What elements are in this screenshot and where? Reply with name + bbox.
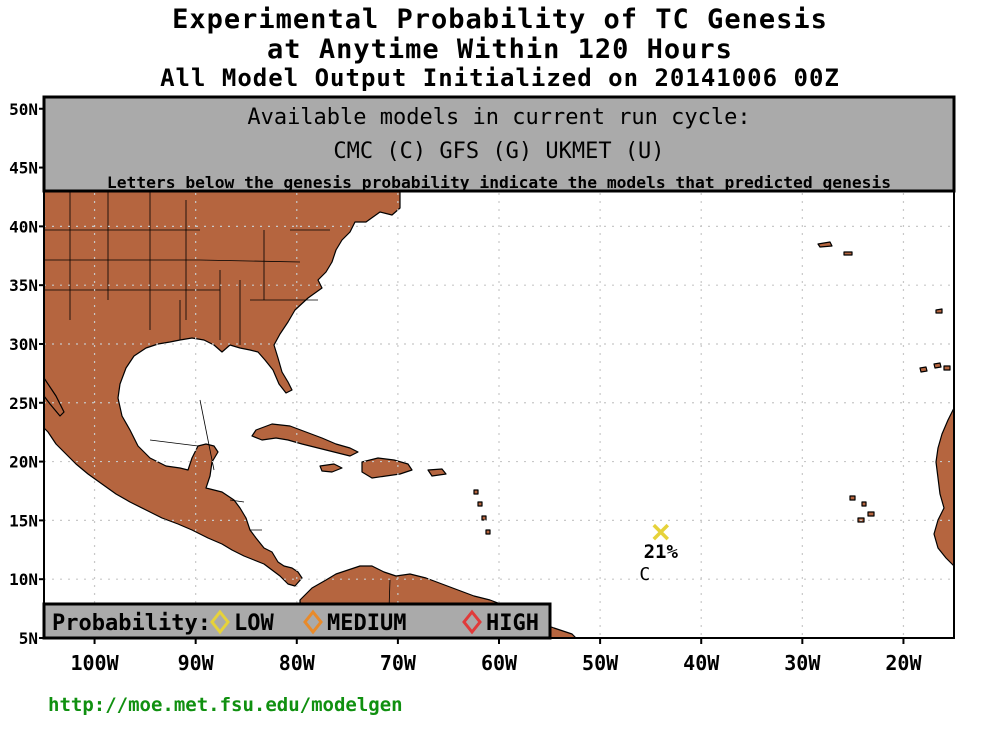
x-tick-label: 50W [582,651,619,675]
jamaica [319,463,343,473]
y-tick-label: 10N [9,570,38,589]
y-tick-label: 20N [9,453,38,472]
y-tick-label: 5N [19,629,38,648]
cuba [251,423,359,457]
probability-legend: Probability: LOW MEDIUM HIGH [42,602,552,640]
x-tick-label: 20W [885,651,922,675]
puerto-rico [427,468,447,477]
y-tick-label: 45N [9,159,38,178]
y-tick-label: 40N [9,217,38,236]
canary-islands [919,362,951,373]
y-tick-label: 50N [9,100,38,119]
cape-verde-islands [849,495,875,523]
x-tick-label: 100W [70,651,119,675]
legend-diamond-icon [462,609,482,635]
x-tick-label: 70W [380,651,417,675]
title-line-3: All Model Output Initialized on 20141006… [160,64,840,92]
longitude-axis: 100W 90W 80W 70W 60W 50W 40W 30W 20W [70,638,922,675]
legend-diamond-icon [303,609,323,635]
x-tick-label: 30W [784,651,821,675]
hispaniola [361,457,413,479]
models-note: Letters below the genesis probability in… [107,173,891,192]
x-tick-label: 80W [279,651,316,675]
title-line-1: Experimental Probability of TC Genesis [172,4,828,35]
legend-diamond-icon [210,609,230,635]
source-url[interactable]: http://moe.met.fsu.edu/modelgen [48,694,403,716]
x-tick-label: 40W [683,651,720,675]
lesser-antilles [473,489,491,535]
genesis-models: C [639,564,650,585]
title-line-2: at Anytime Within 120 Hours [267,34,733,65]
genesis-x-icon [652,523,670,541]
madeira-island [935,308,943,314]
y-tick-label: 35N [9,276,38,295]
genesis-probability: 21% [644,541,679,563]
genesis-point[interactable]: 21%C [639,523,679,585]
legend-item-label: MEDIUM [327,611,406,636]
north-america-landmass [43,189,401,587]
models-heading: Available models in current run cycle: [247,105,750,130]
legend-label: Probability: [52,611,211,636]
legend-item-label: HIGH [486,611,539,636]
legend-item-label: LOW [234,611,274,636]
genesis-markers: 21%C [639,523,679,585]
y-tick-label: 25N [9,394,38,413]
models-list: CMC (C) GFS (G) UKMET (U) [333,139,664,164]
x-tick-label: 60W [481,651,518,675]
x-tick-label: 90W [178,651,215,675]
y-tick-label: 30N [9,335,38,354]
azores-islands [817,241,853,256]
africa-landmass [933,407,955,567]
models-info-box: Available models in current run cycle: C… [42,95,956,193]
political-borders [44,190,391,639]
y-tick-label: 15N [9,511,38,530]
latitude-axis: 50N 45N 40N 35N 30N 25N 20N 15N 10N 5N [9,100,44,648]
